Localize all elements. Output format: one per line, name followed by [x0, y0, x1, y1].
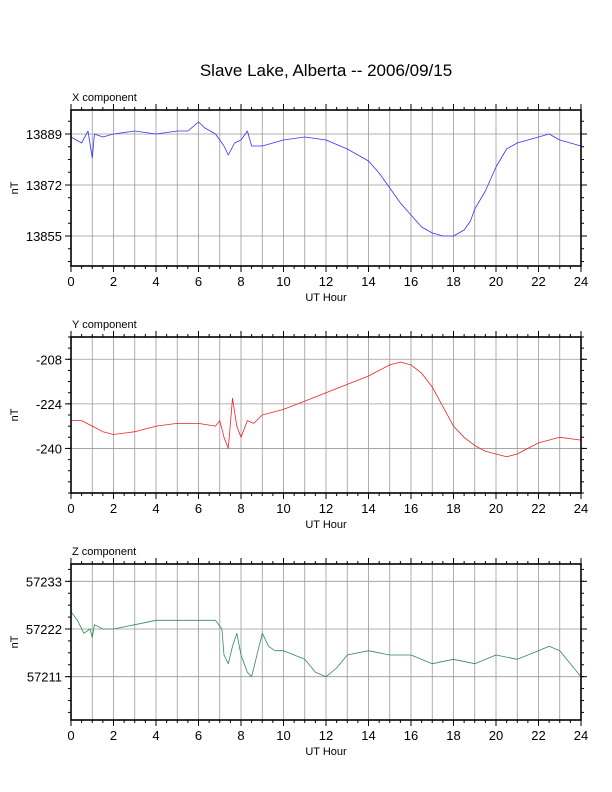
chart-title: Slave Lake, Alberta -- 2006/09/15: [200, 61, 452, 80]
x-x-axis-label: UT Hour: [305, 292, 347, 304]
x-component-trace: [70, 121, 582, 237]
z-x-tick-label: 18: [446, 728, 460, 743]
z-x-tick-label: 6: [195, 728, 202, 743]
x-y-tick-label: 13855: [26, 229, 62, 244]
z-x-tick-label: 14: [361, 728, 375, 743]
x-component-label: X component: [72, 92, 137, 104]
z-x-tick-label: 16: [404, 728, 418, 743]
x-y-tick-label: 13872: [26, 178, 62, 193]
z-x-tick-label: 22: [531, 728, 545, 743]
z-x-tick-label: 0: [67, 728, 74, 743]
z-x-tick-label: 20: [489, 728, 503, 743]
z-x-tick-label: 8: [237, 728, 244, 743]
y-component-trace: [71, 361, 582, 458]
x-y-tick-label: 13889: [26, 127, 62, 142]
x-x-tick-label: 8: [237, 274, 244, 289]
x-x-tick-label: 6: [195, 274, 202, 289]
x-x-tick-label: 20: [489, 274, 503, 289]
y-y-tick-label: -240: [36, 441, 62, 456]
y-y-tick-label: -224: [36, 397, 62, 412]
y-x-tick-label: 10: [276, 501, 290, 516]
y-x-tick-label: 12: [319, 501, 333, 516]
z-x-tick-label: 10: [276, 728, 290, 743]
x-x-tick-label: 12: [319, 274, 333, 289]
z-x-tick-label: 2: [110, 728, 117, 743]
z-x-tick-label: 24: [574, 728, 588, 743]
y-x-tick-label: 4: [152, 501, 159, 516]
x-x-tick-label: 22: [531, 274, 545, 289]
y-x-tick-label: 6: [195, 501, 202, 516]
z-component-label: Z component: [72, 546, 136, 558]
y-x-tick-label: 16: [404, 501, 418, 516]
x-x-tick-label: 14: [361, 274, 375, 289]
y-x-tick-label: 2: [110, 501, 117, 516]
y-x-tick-label: 14: [361, 501, 375, 516]
x-x-tick-label: 18: [446, 274, 460, 289]
x-x-tick-label: 0: [67, 274, 74, 289]
y-component-label: Y component: [72, 319, 137, 331]
y-x-tick-label: 0: [67, 501, 74, 516]
x-x-tick-label: 16: [404, 274, 418, 289]
y-x-tick-label: 22: [531, 501, 545, 516]
z-x-tick-label: 12: [319, 728, 333, 743]
y-y-tick-label: -208: [36, 352, 62, 367]
x-y-axis-label: nT: [9, 181, 21, 194]
z-x-axis-label: UT Hour: [305, 746, 347, 758]
y-y-axis-label: nT: [9, 408, 21, 421]
x-x-tick-label: 24: [574, 274, 588, 289]
y-x-tick-label: 8: [237, 501, 244, 516]
z-y-tick-label: 57211: [27, 670, 62, 685]
z-y-axis-label: nT: [9, 635, 21, 648]
y-x-tick-label: 18: [446, 501, 460, 516]
y-x-tick-label: 20: [489, 501, 503, 516]
x-x-tick-label: 4: [152, 274, 159, 289]
x-x-tick-label: 10: [276, 274, 290, 289]
x-x-tick-label: 2: [110, 274, 117, 289]
z-y-tick-label: 57233: [26, 574, 62, 589]
z-component-trace: [70, 611, 582, 678]
y-x-axis-label: UT Hour: [305, 519, 347, 531]
z-y-tick-label: 57222: [26, 622, 62, 637]
z-x-tick-label: 4: [152, 728, 159, 743]
y-x-tick-label: 24: [574, 501, 588, 516]
